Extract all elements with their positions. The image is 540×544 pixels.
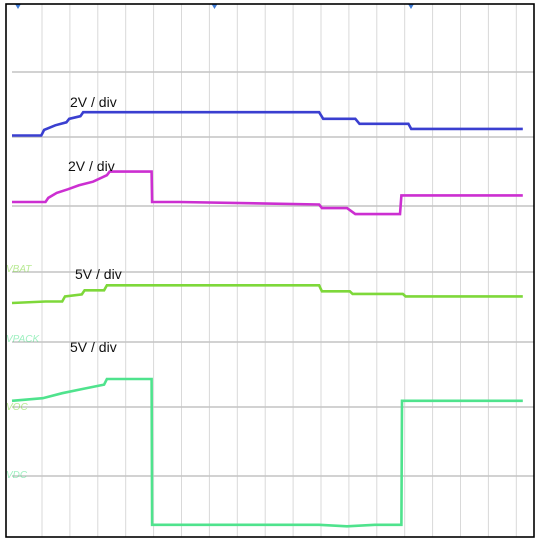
channel-mark-voc: VOC	[6, 402, 28, 413]
trace-4	[11, 377, 523, 528]
plot-frame	[5, 3, 535, 538]
channel-mark-vpack: VPACK	[6, 334, 40, 345]
channel-mark-layer: VBAT VPACK VOC VDC	[6, 264, 40, 481]
scale-label-ch1: 2V / div	[70, 94, 117, 110]
trigger-marker-icon	[408, 4, 414, 9]
graticule	[12, 4, 534, 537]
channel-mark-vbat: VBAT	[6, 264, 32, 275]
trace-1	[12, 110, 523, 137]
trace-3	[11, 284, 523, 305]
channel-mark-vdc: VDC	[6, 470, 28, 481]
scale-label-ch3: 5V / div	[75, 266, 122, 282]
trigger-marker-icon	[15, 4, 21, 9]
trigger-marker-icon	[211, 4, 218, 9]
scale-label-ch4: 5V / div	[70, 339, 117, 355]
scale-label-ch2: 2V / div	[68, 158, 115, 174]
trace-2	[12, 170, 523, 216]
scale-label-layer: 2V / div 2V / div 5V / div 5V / div	[68, 94, 122, 355]
trace-layer	[11, 110, 523, 528]
